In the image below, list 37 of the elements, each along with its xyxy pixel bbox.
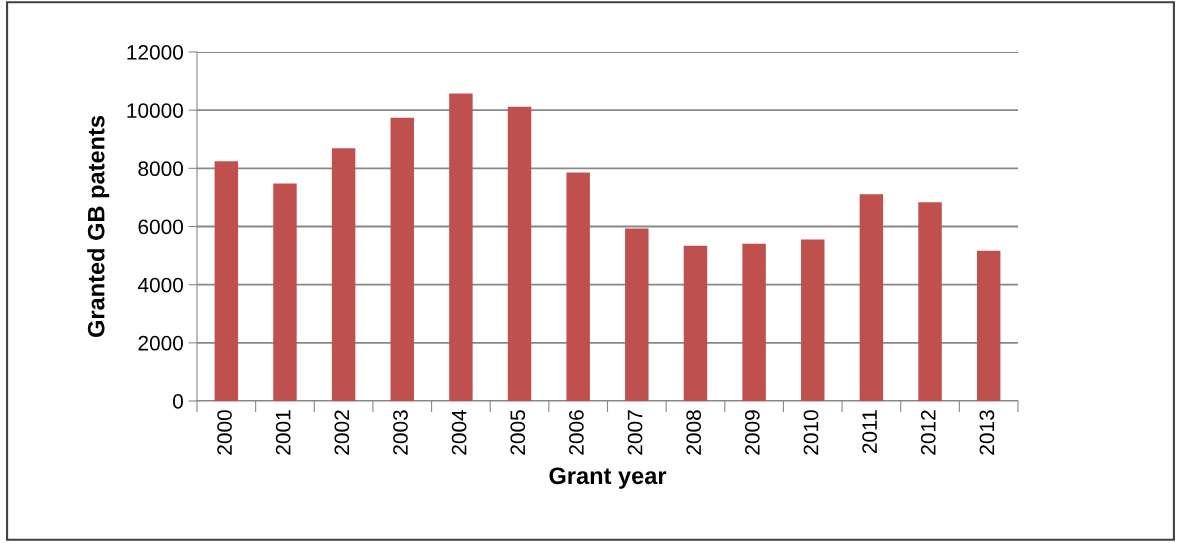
x-tick-label: 2011: [862, 410, 877, 454]
bar: [390, 117, 414, 401]
bar: [625, 228, 649, 401]
bar: [566, 172, 590, 401]
y-tick-label: 8000: [138, 161, 183, 177]
bar: [273, 183, 297, 401]
x-tick-label: 2009: [744, 410, 760, 455]
bar: [801, 239, 825, 401]
x-tick-label: 2012: [920, 410, 936, 455]
y-tick-label: 6000: [138, 219, 183, 235]
x-tick-label: 2005: [510, 410, 526, 455]
bar: [507, 106, 532, 401]
x-tick-label: 2000: [217, 410, 232, 455]
x-tick-label: 2002: [334, 410, 350, 455]
x-tick-label: 2006: [569, 410, 584, 455]
y-axis-title: Granted GB patents: [87, 115, 110, 338]
bar: [918, 202, 942, 401]
x-tick-label: 2001: [275, 410, 291, 455]
y-tick-label: 4000: [137, 277, 183, 293]
bar: [976, 250, 1001, 401]
y-tick-label: 2000: [138, 335, 183, 351]
bar: [683, 245, 708, 401]
x-tick-label: 2004: [451, 409, 467, 455]
y-tick-label: 12000: [127, 45, 183, 60]
y-tick-label: 10000: [127, 103, 183, 118]
y-tick-label: 0: [173, 394, 183, 409]
bar: [449, 93, 473, 401]
bar: [742, 243, 766, 401]
x-tick-label: 2008: [686, 410, 702, 455]
x-tick-label: 2003: [393, 410, 408, 455]
bar: [331, 148, 356, 401]
bar: [859, 194, 884, 401]
x-tick-label: 2013: [979, 410, 995, 455]
bar: [214, 161, 239, 401]
x-tick-label: 2010: [803, 410, 819, 455]
x-axis-title: Grant year: [549, 467, 667, 489]
x-tick-label: 2007: [627, 410, 643, 455]
